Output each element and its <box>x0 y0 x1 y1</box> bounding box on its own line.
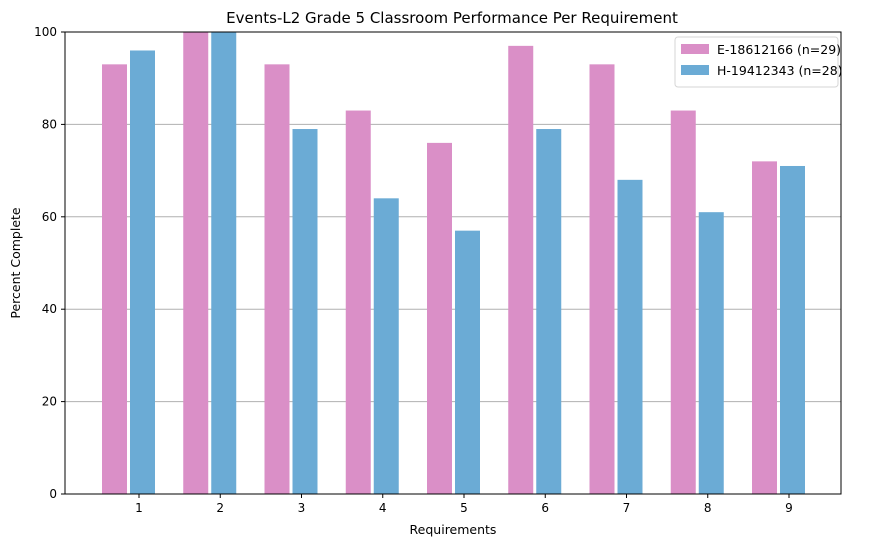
bar-s1-cat-4 <box>345 110 371 494</box>
x-tick-label: 3 <box>298 501 306 515</box>
plot-frame <box>64 31 842 495</box>
grid-lines <box>65 123 841 403</box>
y-tick-label: 20 <box>42 395 57 409</box>
bar-s1-cat-6 <box>508 45 534 495</box>
x-tick-label: 7 <box>623 501 631 515</box>
bar-s1-cat-5 <box>427 142 452 494</box>
legend-swatch <box>681 65 709 75</box>
bar-s1-cat-2 <box>183 32 209 494</box>
x-axis: 1 2 3 4 5 6 7 8 9 <box>135 494 793 515</box>
bar-s2-cat-1 <box>130 50 155 494</box>
bars <box>102 32 805 495</box>
bar-s1-cat-3 <box>264 64 290 494</box>
legend-swatch <box>681 44 709 54</box>
legend-box <box>674 36 839 88</box>
bar-s2-cat-5 <box>455 230 480 494</box>
legend-label: E-18612166 (n=29) <box>717 42 841 57</box>
bar-s1-cat-1 <box>102 64 127 494</box>
bar-s2-cat-4 <box>373 198 399 494</box>
x-tick-label: 4 <box>379 501 387 515</box>
y-axis: 0 20 40 60 80 100 <box>34 25 65 501</box>
x-tick-label: 5 <box>460 501 468 515</box>
bar-s2-cat-9 <box>780 165 805 495</box>
x-axis-label: Requirements <box>410 522 497 537</box>
bar-s2-cat-3 <box>292 129 318 494</box>
bar-s2-cat-8 <box>698 212 724 494</box>
bar-s1-cat-8 <box>670 110 696 494</box>
bar-s1-cat-7 <box>589 64 615 494</box>
bar-s2-cat-7 <box>617 179 643 494</box>
bar-s1-cat-9 <box>752 161 777 495</box>
x-tick-label: 9 <box>785 501 793 515</box>
chart-title: Events-L2 Grade 5 Classroom Performance … <box>226 9 678 27</box>
y-tick-label: 0 <box>49 487 57 501</box>
y-tick-label: 40 <box>42 302 57 316</box>
y-tick-label: 100 <box>34 25 57 39</box>
y-tick-label: 60 <box>42 210 57 224</box>
bar-s2-cat-2 <box>211 32 237 494</box>
y-tick-label: 80 <box>42 117 57 131</box>
x-tick-label: 6 <box>541 501 549 515</box>
legend: E-18612166 (n=29) H-19412343 (n=28) <box>674 36 843 88</box>
legend-label: H-19412343 (n=28) <box>717 63 843 78</box>
x-tick-label: 8 <box>704 501 712 515</box>
bar-s2-cat-6 <box>536 129 562 494</box>
x-tick-label: 2 <box>216 501 224 515</box>
y-axis-label: Percent Complete <box>8 207 23 319</box>
x-tick-label: 1 <box>135 501 143 515</box>
